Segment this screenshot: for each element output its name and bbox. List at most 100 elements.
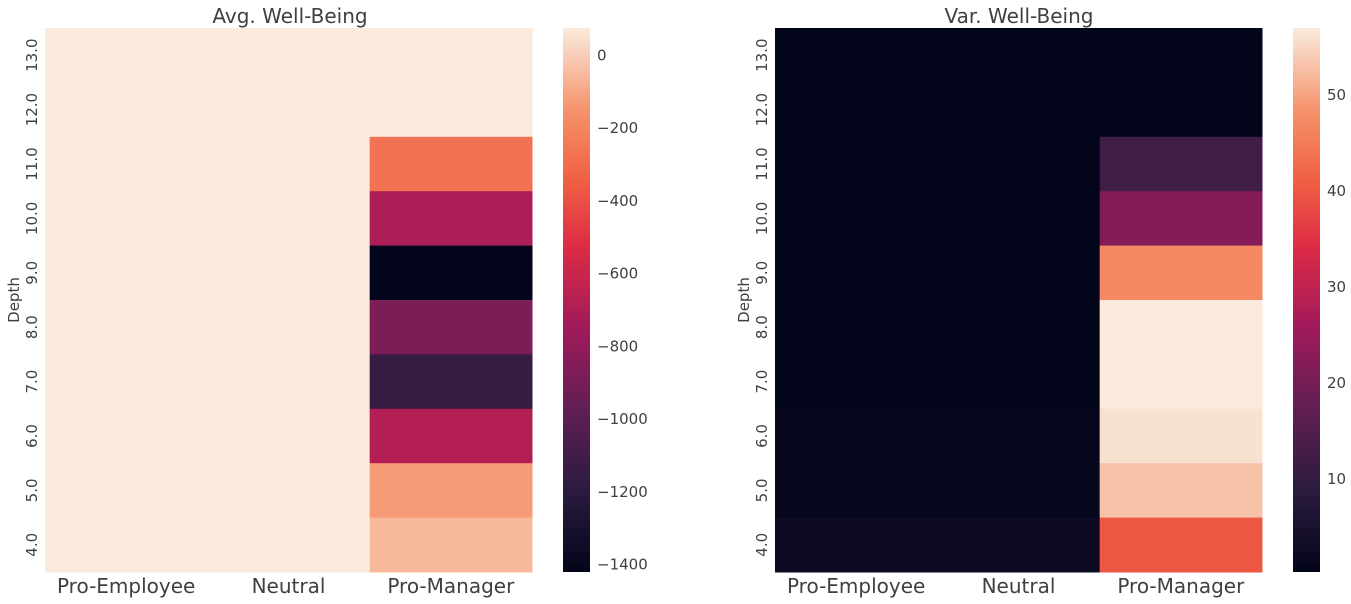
- heatmap-cell: [207, 191, 371, 247]
- heatmap-cell: [369, 517, 533, 573]
- chart-title: Var. Well-Being: [945, 4, 1094, 28]
- heatmap-cell: [207, 463, 371, 519]
- y-tick-label: 11.0: [23, 147, 41, 180]
- heatmap-cell: [207, 300, 371, 355]
- heatmap-cell: [369, 136, 533, 192]
- heatmap-cell: [937, 82, 1101, 138]
- heatmap-cell: [937, 354, 1101, 410]
- x-tick-labels: Pro-Employee Neutral Pro-Manager: [787, 574, 1245, 598]
- heatmap-cell: [369, 245, 533, 301]
- heatmap-cell: [45, 82, 208, 138]
- colorbar-tick-labels: 50 40 30 20 10: [1327, 86, 1346, 488]
- y-tick-label: 5.0: [23, 478, 41, 502]
- heatmap-cell: [207, 82, 371, 138]
- heatmap-cell: [1099, 354, 1263, 410]
- colorbar-tick-label: −1200: [597, 483, 648, 501]
- y-tick-labels: 13.0 12.0 11.0 10.0 9.0 8.0 7.0 6.0 5.0 4.0: [23, 38, 41, 556]
- y-tick-label: 5.0: [753, 478, 771, 502]
- heatmap-cell: [45, 408, 208, 464]
- heatmap-cell: [775, 354, 938, 410]
- heatmap-cell: [369, 28, 533, 83]
- y-tick-label: 9.0: [753, 261, 771, 285]
- y-tick-label: 8.0: [753, 315, 771, 339]
- y-tick-label: 13.0: [23, 38, 41, 71]
- heatmap-cell: [207, 245, 371, 301]
- x-tick-label: Pro-Employee: [57, 574, 195, 598]
- heatmap-cell: [45, 300, 208, 355]
- y-tick-labels: 13.0 12.0 11.0 10.0 9.0 8.0 7.0 6.0 5.0 4.0: [753, 38, 771, 556]
- heatmap-cell: [937, 191, 1101, 247]
- colorbar-tick-label: 40: [1327, 182, 1346, 200]
- heatmap-cell: [207, 136, 371, 192]
- heatmap-var-well-being: Var. Well-Being 13.0 12.0 11.0 10.0 9.0 8.0 7.…: [735, 4, 1346, 598]
- heatmap-cell: [775, 82, 938, 138]
- heatmap-cell: [1099, 245, 1263, 301]
- y-tick-label: 12.0: [23, 93, 41, 126]
- heatmap-cell: [937, 300, 1101, 355]
- colorbar-tick-label: −200: [597, 119, 638, 137]
- x-tick-label: Neutral: [982, 574, 1056, 598]
- heatmap-cell: [45, 28, 208, 83]
- colorbar-tick-label: 30: [1327, 278, 1346, 296]
- y-tick-label: 10.0: [753, 202, 771, 235]
- colorbar-tick-label: −800: [597, 337, 638, 355]
- y-tick-label: 7.0: [753, 370, 771, 394]
- y-tick-label: 13.0: [753, 38, 771, 71]
- heatmap-cell: [207, 408, 371, 464]
- heatmap-cell: [775, 300, 938, 355]
- heatmap-cell: [45, 517, 208, 573]
- x-tick-label: Pro-Employee: [787, 574, 925, 598]
- y-tick-label: 12.0: [753, 93, 771, 126]
- y-axis-label: Depth: [735, 277, 753, 323]
- colorbar-tick-label: −400: [597, 192, 638, 210]
- heatmap-cell: [937, 517, 1101, 573]
- heatmap-cell: [937, 136, 1101, 192]
- heatmap-cell: [775, 28, 938, 83]
- heatmap-cell: [775, 517, 938, 573]
- heatmap-cell: [1099, 136, 1263, 192]
- colorbar-tick-label: −1400: [597, 556, 648, 574]
- colorbar-tick-label: 20: [1327, 374, 1346, 392]
- heatmap-cell: [775, 191, 938, 247]
- heatmap-cell: [45, 136, 208, 192]
- heatmap-cell: [937, 408, 1101, 464]
- heatmap-cell: [937, 28, 1101, 83]
- heatmap-cell: [1099, 28, 1263, 83]
- heatmap-cell: [369, 463, 533, 519]
- heatmap-cell: [1099, 82, 1263, 138]
- heatmap-cell: [207, 28, 371, 83]
- colorbar-tick-label: −600: [597, 265, 638, 283]
- heatmap-cell: [775, 245, 938, 301]
- y-tick-label: 10.0: [23, 202, 41, 235]
- x-tick-label: Pro-Manager: [1117, 574, 1245, 598]
- y-tick-label: 7.0: [23, 370, 41, 394]
- heatmap-avg-well-being: Avg. Well-Being 13.0 12.0 11.0 10.0 9.0 8.0 7.…: [5, 4, 648, 598]
- heatmap-cell: [45, 245, 208, 301]
- y-tick-label: 6.0: [753, 424, 771, 448]
- heatmap-cell: [207, 354, 371, 410]
- heatmap-cell: [369, 408, 533, 464]
- heatmap-cell: [369, 354, 533, 410]
- heatmap-cell: [369, 82, 533, 138]
- heatmap-cell: [775, 408, 938, 464]
- colorbar: [563, 28, 590, 572]
- x-tick-label: Neutral: [252, 574, 326, 598]
- heatmap-cell: [1099, 408, 1263, 464]
- heatmap-cell: [937, 463, 1101, 519]
- y-tick-label: 11.0: [753, 147, 771, 180]
- heatmap-cell: [45, 463, 208, 519]
- y-tick-label: 9.0: [23, 261, 41, 285]
- colorbar-tick-label: 50: [1327, 86, 1346, 104]
- colorbar-tick-label: 10: [1327, 470, 1346, 488]
- heatmap-cell: [45, 354, 208, 410]
- x-tick-labels: Pro-Employee Neutral Pro-Manager: [57, 574, 515, 598]
- heatmap-cells: [45, 28, 533, 573]
- colorbar-tick-label: 0: [597, 46, 607, 64]
- heatmap-cell: [1099, 517, 1263, 573]
- y-tick-label: 4.0: [753, 533, 771, 557]
- y-tick-label: 6.0: [23, 424, 41, 448]
- y-axis-label: Depth: [5, 277, 23, 323]
- heatmap-cells: [775, 28, 1263, 573]
- x-tick-label: Pro-Manager: [387, 574, 515, 598]
